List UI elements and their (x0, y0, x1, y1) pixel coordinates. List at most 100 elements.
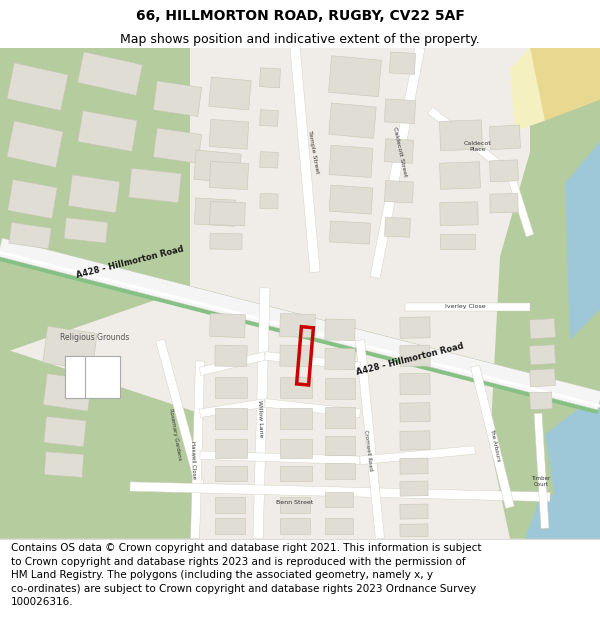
Polygon shape (44, 416, 86, 447)
Text: The Arbours: The Arbours (489, 428, 501, 461)
Polygon shape (153, 81, 202, 116)
Polygon shape (210, 233, 242, 249)
Polygon shape (0, 267, 200, 539)
Polygon shape (530, 319, 556, 339)
Polygon shape (329, 185, 373, 214)
Polygon shape (530, 345, 556, 365)
Polygon shape (7, 121, 63, 168)
Polygon shape (530, 392, 552, 409)
Polygon shape (215, 497, 245, 512)
Polygon shape (9, 222, 51, 249)
Polygon shape (7, 63, 68, 111)
Polygon shape (43, 326, 97, 370)
Polygon shape (0, 48, 190, 351)
Polygon shape (400, 524, 428, 537)
Polygon shape (215, 377, 247, 398)
Polygon shape (280, 408, 312, 429)
Text: Iverley Close: Iverley Close (445, 304, 485, 309)
Polygon shape (260, 152, 278, 168)
Bar (65, 356, 85, 398)
Polygon shape (440, 162, 481, 189)
Polygon shape (400, 481, 428, 496)
Polygon shape (215, 518, 245, 534)
Polygon shape (265, 399, 361, 418)
Polygon shape (356, 339, 385, 539)
Polygon shape (280, 313, 316, 338)
Polygon shape (490, 125, 521, 150)
Polygon shape (209, 201, 245, 226)
Text: Religious Grounds: Religious Grounds (61, 333, 130, 342)
Polygon shape (440, 120, 482, 151)
Polygon shape (400, 431, 430, 450)
Polygon shape (0, 251, 600, 408)
Polygon shape (470, 365, 514, 509)
Polygon shape (260, 68, 280, 88)
Polygon shape (405, 302, 530, 311)
Polygon shape (325, 378, 355, 399)
Polygon shape (329, 221, 370, 244)
Polygon shape (329, 56, 382, 97)
Polygon shape (440, 234, 475, 249)
Polygon shape (215, 466, 247, 481)
Polygon shape (209, 77, 251, 110)
Text: Timber
Court: Timber Court (532, 476, 551, 487)
Polygon shape (215, 439, 247, 458)
Polygon shape (389, 52, 416, 74)
Text: A428 - Hillmorton Road: A428 - Hillmorton Road (75, 244, 184, 279)
Polygon shape (130, 482, 550, 502)
Polygon shape (0, 238, 600, 410)
Polygon shape (325, 319, 355, 341)
Polygon shape (428, 107, 512, 176)
Polygon shape (325, 407, 355, 428)
Polygon shape (68, 175, 120, 213)
Polygon shape (490, 160, 518, 182)
Polygon shape (400, 373, 430, 395)
Polygon shape (199, 352, 266, 376)
Polygon shape (400, 504, 428, 519)
Polygon shape (260, 194, 278, 209)
Polygon shape (215, 408, 247, 429)
Polygon shape (359, 446, 475, 464)
Polygon shape (290, 47, 320, 272)
Polygon shape (199, 399, 266, 418)
Text: Willow Lane: Willow Lane (257, 400, 263, 437)
Polygon shape (400, 317, 430, 338)
Polygon shape (280, 377, 312, 398)
Polygon shape (329, 103, 376, 138)
Polygon shape (440, 202, 478, 226)
Polygon shape (78, 111, 137, 151)
Polygon shape (209, 119, 249, 149)
Polygon shape (370, 46, 425, 279)
Polygon shape (209, 161, 248, 189)
Polygon shape (545, 392, 600, 497)
Polygon shape (260, 110, 278, 126)
Polygon shape (280, 497, 310, 512)
Text: Caldecott Street: Caldecott Street (392, 126, 408, 178)
Text: Benn Street: Benn Street (277, 499, 314, 504)
Polygon shape (400, 458, 428, 474)
Polygon shape (43, 374, 92, 411)
Polygon shape (280, 466, 312, 481)
Polygon shape (400, 402, 430, 422)
Polygon shape (385, 217, 410, 237)
Polygon shape (194, 198, 236, 226)
Polygon shape (8, 179, 57, 219)
Polygon shape (280, 439, 312, 458)
Bar (65, 356, 120, 398)
Polygon shape (534, 413, 549, 529)
Polygon shape (280, 345, 312, 367)
Text: Contains OS data © Crown copyright and database right 2021. This information is : Contains OS data © Crown copyright and d… (11, 543, 481, 608)
Polygon shape (530, 48, 600, 121)
Polygon shape (510, 48, 545, 131)
Polygon shape (490, 194, 518, 213)
Text: Cromwell Road: Cromwell Road (363, 429, 373, 471)
Polygon shape (329, 145, 373, 177)
Polygon shape (128, 168, 181, 202)
Polygon shape (0, 238, 600, 414)
Polygon shape (200, 451, 360, 464)
Polygon shape (490, 48, 600, 539)
Text: 66, HILLMORTON ROAD, RUGBY, CV22 5AF: 66, HILLMORTON ROAD, RUGBY, CV22 5AF (136, 9, 464, 24)
Polygon shape (77, 52, 142, 96)
Polygon shape (64, 217, 108, 243)
Polygon shape (209, 313, 245, 338)
